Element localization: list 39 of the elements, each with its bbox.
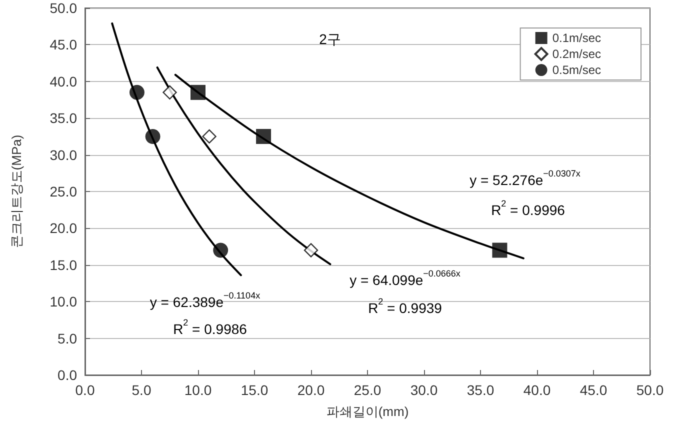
x-tick-label: 45.0 (580, 382, 608, 398)
point (190, 84, 206, 100)
y-tick-label: 35.0 (50, 110, 78, 126)
y-tick-label: 40.0 (50, 73, 78, 90)
x-tick-label: 30.0 (410, 382, 438, 398)
y-axis-title: 콘크리트강도(MPa) (9, 134, 24, 248)
y-tick-label: 50.0 (50, 0, 78, 16)
point (162, 85, 177, 100)
x-tick-label: 10.0 (184, 382, 212, 398)
x-tick-label: 0.0 (75, 382, 95, 398)
legend-label: 0.2m/sec (552, 47, 601, 61)
point (492, 242, 508, 258)
y-tick-label: 20.0 (50, 220, 78, 236)
x-tick-label: 5.0 (132, 382, 152, 398)
y-tick-label: 15.0 (50, 256, 78, 273)
line-series (156, 66, 332, 266)
y-tick-label: 5.0 (58, 330, 78, 346)
point (129, 84, 144, 100)
x-tick-label: 35.0 (466, 382, 494, 398)
y-tick-label: 10.0 (50, 294, 78, 310)
x-tick-label: 20.0 (297, 382, 325, 398)
x-tick-label: 40.0 (523, 382, 551, 398)
point (304, 243, 318, 258)
x-axis-title: 파쇄길이(mm) (326, 404, 409, 419)
y-tick-label: 25.0 (50, 184, 78, 200)
point (256, 128, 272, 144)
point (145, 128, 160, 144)
x-tick-label: 50.0 (636, 382, 664, 398)
x-tick-label: 15.0 (240, 382, 268, 398)
x-tick-label: 25.0 (354, 382, 382, 398)
y-tick-label: 0.0 (58, 367, 78, 383)
point (202, 129, 216, 144)
line-series (111, 22, 242, 276)
legend-label: 0.1m/sec (552, 31, 601, 45)
annotation: 2구 (319, 31, 341, 47)
y-tick-label: 30.0 (50, 146, 78, 163)
legend-label: 0.5m/sec (552, 63, 601, 77)
y-tick-label: 45.0 (50, 36, 78, 53)
point (213, 242, 228, 258)
